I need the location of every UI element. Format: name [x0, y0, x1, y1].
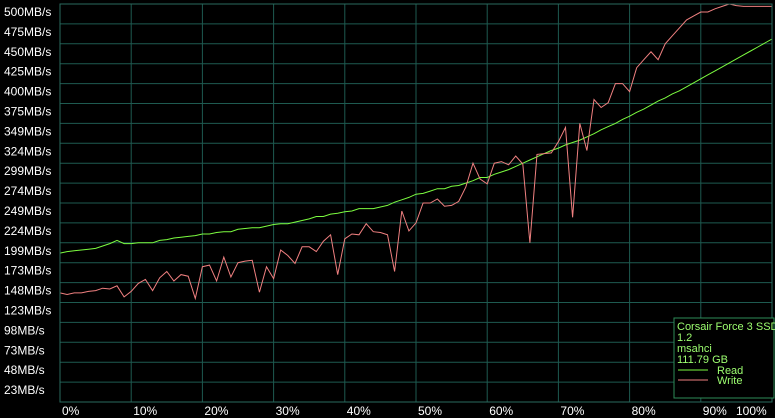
y-tick-label: 73MB/s	[4, 343, 45, 357]
y-tick-label: 500MB/s	[4, 5, 51, 19]
y-tick-label: 475MB/s	[4, 25, 51, 39]
series-lines	[59, 3, 773, 301]
y-tick-label: 173MB/s	[4, 264, 51, 278]
y-tick-label: 48MB/s	[4, 363, 45, 377]
legend-firmware: 1.2	[677, 332, 692, 344]
y-tick-label: 199MB/s	[4, 244, 51, 258]
y-tick-label: 148MB/s	[4, 284, 51, 298]
x-tick-label: 10%	[133, 404, 157, 418]
y-tick-label: 400MB/s	[4, 85, 51, 99]
legend: Corsair Force 3 SSD 1.2 msahci 111.79 GB…	[673, 317, 775, 399]
x-tick-label: 100%	[736, 404, 767, 418]
series-line-write	[59, 3, 772, 301]
y-tick-label: 375MB/s	[4, 105, 51, 119]
x-tick-label: 0%	[62, 404, 80, 418]
y-axis-labels: 500MB/s 475MB/s 450MB/s 425MB/s 400MB/s 375MB…	[4, 5, 51, 397]
y-tick-label: 123MB/s	[4, 304, 51, 318]
grid-lines	[59, 3, 773, 403]
legend-drive-name: Corsair Force 3 SSD	[677, 321, 775, 333]
legend-write-label: Write	[717, 375, 742, 387]
x-tick-label: 40%	[347, 404, 371, 418]
x-tick-label: 30%	[276, 404, 300, 418]
y-tick-label: 249MB/s	[4, 204, 51, 218]
plot-frame	[59, 3, 773, 403]
x-tick-label: 60%	[489, 404, 513, 418]
x-tick-label: 90%	[703, 404, 727, 418]
legend-read-label: Read	[717, 365, 743, 377]
y-tick-label: 274MB/s	[4, 184, 51, 198]
y-tick-label: 299MB/s	[4, 164, 51, 178]
legend-capacity: 111.79 GB	[677, 354, 728, 366]
y-tick-label: 425MB/s	[4, 65, 51, 79]
legend-driver: msahci	[677, 343, 712, 355]
x-tick-label: 50%	[418, 404, 442, 418]
y-tick-label: 98MB/s	[4, 323, 45, 337]
y-tick-label: 324MB/s	[4, 144, 51, 158]
x-tick-label: 70%	[560, 404, 584, 418]
y-tick-label: 349MB/s	[4, 124, 51, 138]
x-axis-labels: 0% 10% 20% 30% 40% 50% 60% 70% 80% 90% 100%	[62, 404, 767, 418]
x-tick-label: 80%	[632, 404, 656, 418]
y-tick-label: 450MB/s	[4, 45, 51, 59]
y-tick-label: 23MB/s	[4, 383, 45, 397]
legend-box	[673, 317, 775, 399]
y-tick-label: 224MB/s	[4, 224, 51, 238]
x-tick-label: 20%	[204, 404, 228, 418]
series-line-read	[59, 38, 773, 254]
